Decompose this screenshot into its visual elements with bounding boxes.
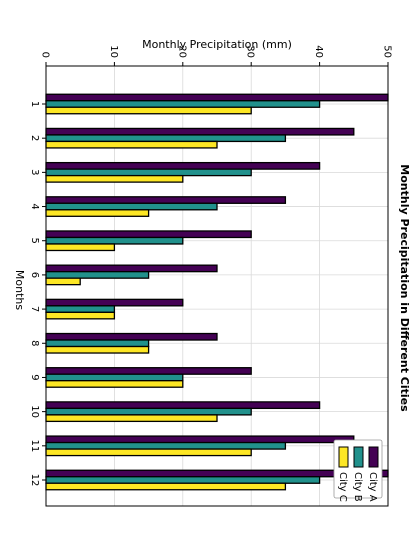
bar-city-b-month-12 — [45, 476, 321, 484]
chart-title: Monthly Precipitation in Different Citie… — [398, 164, 411, 412]
bar-city-c-month-12 — [45, 482, 287, 491]
bar-city-c-month-10 — [45, 414, 218, 423]
bar-city-b-month-8 — [45, 339, 150, 348]
bar-city-c-month-4 — [45, 209, 150, 217]
bar-city-b-month-3 — [45, 168, 252, 177]
bar-city-a-month-3 — [45, 161, 321, 170]
bar-city-b-month-5 — [45, 236, 184, 245]
bar-city-b-month-7 — [45, 305, 116, 313]
y-axis-ticks: 0 10 20 30 40 50 — [40, 45, 393, 66]
bar-city-c-month-7 — [45, 311, 116, 320]
legend: City A City B City C — [333, 439, 383, 502]
bar-city-b-month-1 — [45, 100, 321, 108]
bar-city-a-month-11 — [45, 435, 355, 444]
legend-swatch-city-c — [338, 446, 349, 468]
value-tick-label: 10 — [108, 45, 119, 58]
legend-swatch-city-b — [353, 446, 364, 468]
category-tick-label: 4 — [29, 203, 40, 209]
x-axis-title: Months — [13, 270, 26, 310]
legend-label-city-b: City B — [352, 472, 363, 502]
bar-city-a-month-1 — [45, 93, 389, 102]
plot-border — [45, 65, 389, 507]
category-tick-label: 7 — [29, 306, 40, 312]
bar-city-c-month-1 — [45, 106, 252, 115]
legend-swatch-city-a — [368, 446, 379, 468]
bar-city-c-month-3 — [45, 174, 184, 183]
bar-city-c-month-8 — [45, 345, 150, 354]
category-tick-label: 9 — [29, 374, 40, 380]
bar-city-a-month-7 — [45, 298, 184, 307]
bar-city-b-month-4 — [45, 202, 218, 211]
bar-city-b-month-11 — [45, 441, 287, 450]
category-tick-label: 5 — [29, 238, 40, 244]
bar-city-b-month-10 — [45, 407, 252, 416]
category-tick-label: 8 — [29, 340, 40, 346]
category-tick-label: 6 — [29, 272, 40, 278]
bar-city-a-month-10 — [45, 401, 321, 410]
bar-city-b-month-9 — [45, 373, 184, 382]
bar-city-a-month-4 — [45, 196, 287, 204]
bar-city-c-month-5 — [45, 243, 116, 252]
bar-city-a-month-9 — [45, 367, 252, 375]
category-tick-label: 2 — [29, 135, 40, 141]
value-tick-label: 30 — [245, 45, 256, 58]
bar-city-b-month-2 — [45, 134, 287, 143]
value-tick-label: 50 — [382, 45, 393, 58]
category-tick-label: 1 — [29, 101, 40, 107]
bar-city-a-month-6 — [45, 264, 218, 273]
legend-label-city-a: City A — [367, 472, 378, 502]
category-tick-label: 11 — [29, 439, 40, 452]
category-tick-label: 12 — [29, 474, 40, 487]
value-tick-label: 20 — [176, 45, 187, 58]
bar-city-b-month-6 — [45, 271, 150, 279]
category-tick-label: 3 — [29, 169, 40, 175]
bar-city-a-month-8 — [45, 332, 218, 341]
bar-city-a-month-5 — [45, 230, 252, 239]
bar-city-c-month-9 — [45, 380, 184, 388]
bar-city-a-month-2 — [45, 127, 355, 136]
value-tick-label: 40 — [313, 45, 324, 58]
bar-city-c-month-2 — [45, 140, 218, 149]
bar-city-c-month-11 — [45, 448, 252, 457]
legend-label-city-c: City C — [337, 472, 348, 502]
value-tick-label: 0 — [40, 52, 51, 58]
category-tick-label: 10 — [29, 405, 40, 418]
bar-city-c-month-6 — [45, 277, 81, 286]
y-axis-title: Monthly Precipitation (mm) — [142, 38, 292, 51]
